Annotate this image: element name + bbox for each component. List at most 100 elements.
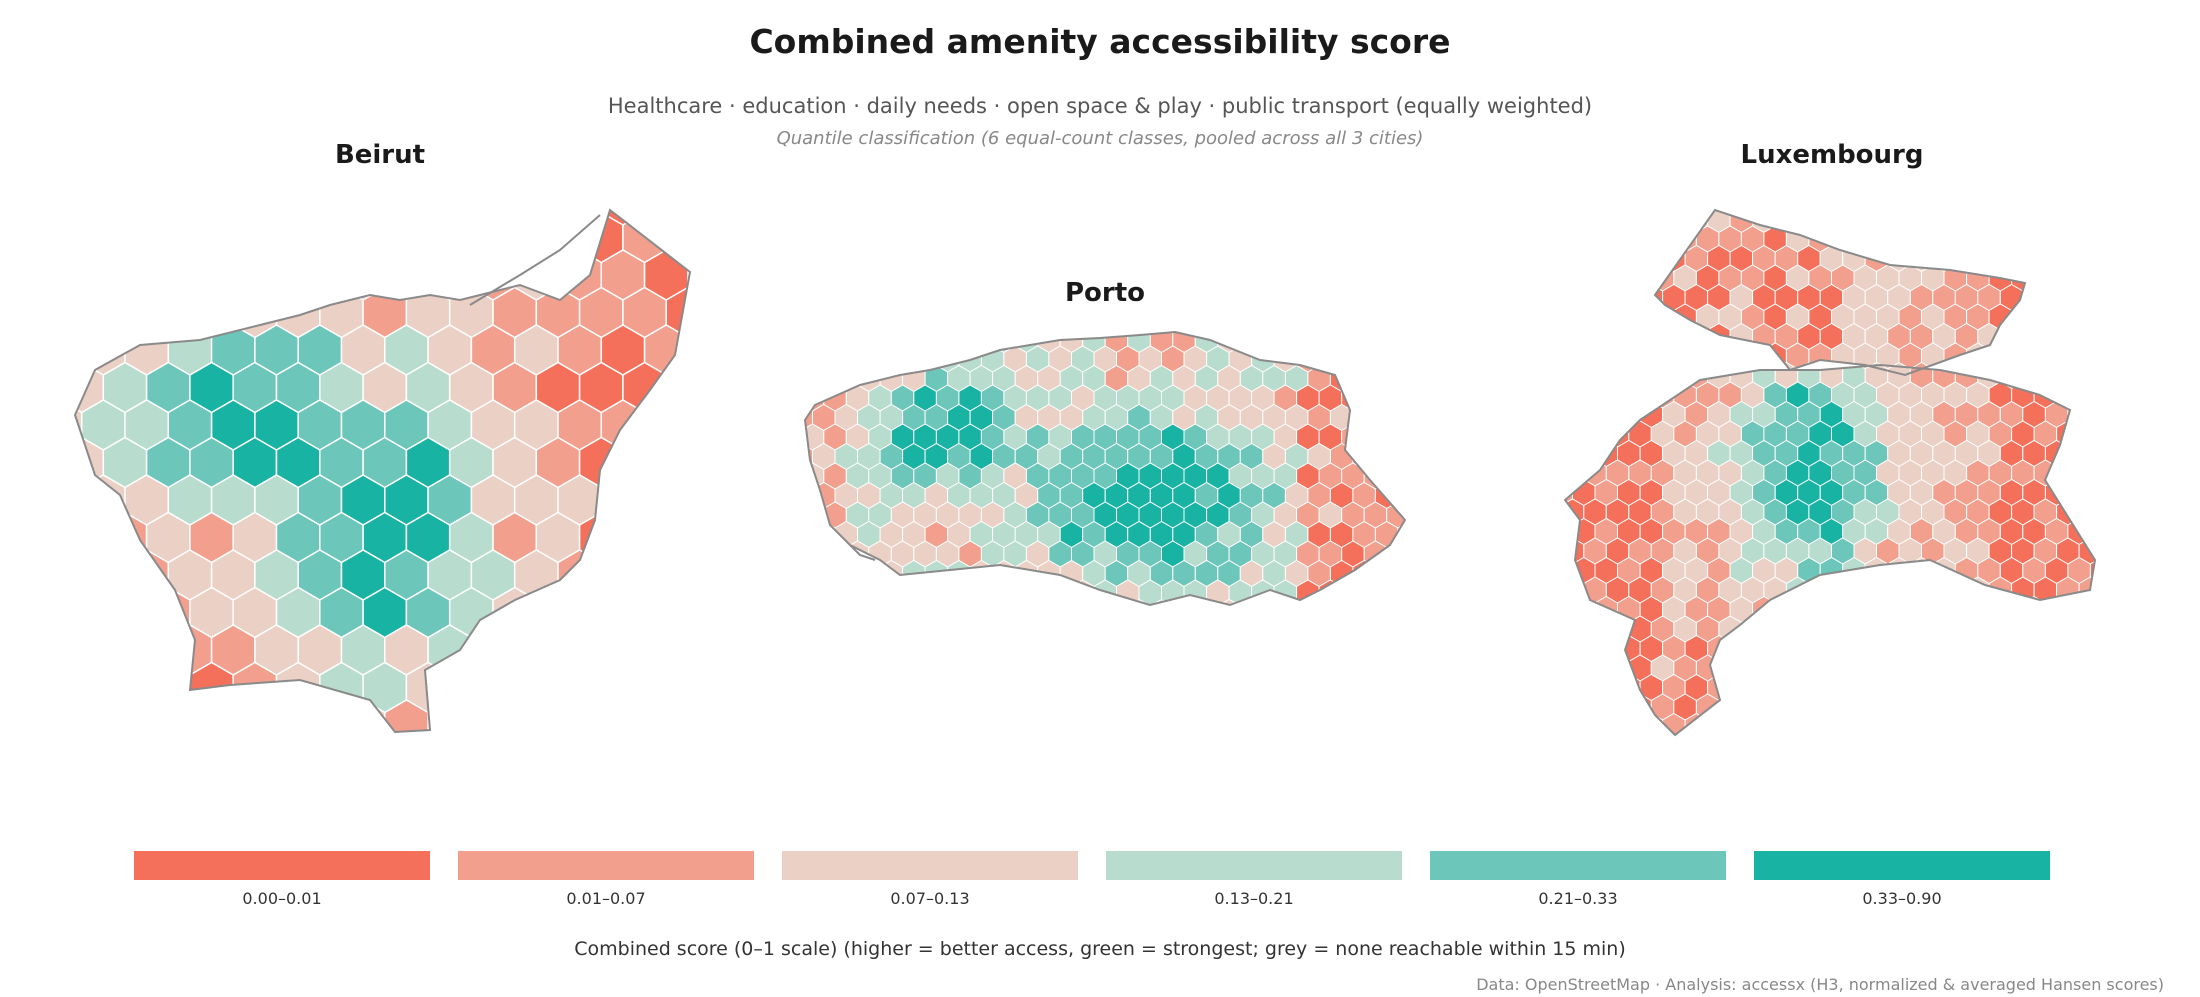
hex-cell bbox=[1797, 712, 1821, 735]
hex-cell bbox=[1565, 712, 1573, 735]
hex-cell bbox=[2078, 264, 2095, 292]
hex-cell bbox=[1565, 210, 1585, 214]
hex-cell bbox=[1808, 732, 1832, 735]
hex-cell bbox=[1583, 615, 1607, 643]
hex-cell bbox=[1539, 460, 1562, 486]
hex-cell bbox=[1853, 576, 1877, 604]
hex-cell bbox=[1740, 210, 1765, 214]
legend-label: 0.13–0.21 bbox=[1214, 889, 1294, 908]
hex-cell bbox=[1999, 712, 2024, 735]
hex-cell bbox=[1763, 615, 1787, 643]
hex-cell bbox=[1650, 732, 1675, 735]
hex-cell bbox=[1898, 654, 1922, 682]
hex-cell bbox=[600, 549, 646, 601]
hex-cell bbox=[643, 699, 689, 732]
hex-cell bbox=[2078, 381, 2095, 409]
hex-cell bbox=[1565, 732, 1585, 735]
hex-cell bbox=[868, 345, 892, 373]
hex-cell bbox=[2056, 264, 2080, 292]
hex-cell bbox=[1572, 439, 1596, 468]
hex-cell bbox=[1943, 654, 1968, 682]
hex-cell bbox=[1565, 634, 1573, 663]
hex-cell bbox=[823, 579, 847, 605]
hex-cell bbox=[879, 332, 904, 354]
hex-cell bbox=[1988, 615, 2013, 643]
hex-cell bbox=[1003, 332, 1027, 334]
hex-cell bbox=[1296, 332, 1320, 334]
hex-cell bbox=[1650, 342, 1675, 370]
hex-cell bbox=[1898, 225, 1922, 253]
hex-cell bbox=[1605, 303, 1630, 331]
hex-cell bbox=[1565, 225, 1585, 253]
hex-cell bbox=[1932, 634, 1956, 663]
hex-cell bbox=[1966, 615, 1990, 643]
hex-cell bbox=[297, 699, 343, 732]
hex-cell bbox=[1565, 244, 1573, 273]
hex-cell bbox=[1763, 210, 1787, 214]
hex-cell bbox=[1605, 654, 1630, 682]
hex-cell bbox=[805, 481, 813, 510]
hex-cell bbox=[1954, 712, 1979, 735]
hex-cell bbox=[600, 699, 646, 732]
hex-cell bbox=[665, 511, 690, 564]
hex-cell bbox=[1977, 244, 2001, 273]
hex-cell bbox=[779, 541, 802, 567]
hex-cell bbox=[2089, 361, 2095, 390]
hex-cell bbox=[1707, 712, 1731, 735]
hex-cell bbox=[2067, 361, 2091, 390]
hex-cell bbox=[75, 586, 105, 639]
hex-cell bbox=[1329, 598, 1354, 605]
hex-cell bbox=[779, 307, 802, 333]
hex-cell bbox=[834, 559, 858, 588]
hex-cell bbox=[1898, 210, 1922, 214]
hex-cell bbox=[1898, 576, 1922, 604]
hex-cell bbox=[75, 249, 83, 301]
hex-cell bbox=[622, 436, 667, 489]
hex-cell bbox=[1966, 732, 1990, 735]
hex-cell bbox=[1172, 598, 1196, 605]
hex-cell bbox=[1565, 342, 1585, 370]
porto-river-mouth bbox=[849, 544, 876, 561]
hex-cell bbox=[2067, 322, 2091, 351]
hex-cell bbox=[1565, 615, 1585, 643]
hex-cell bbox=[578, 586, 624, 639]
hex-cell bbox=[1853, 210, 1877, 214]
legend-class-5: 0.21–0.33 bbox=[1430, 851, 1726, 908]
hex-cell bbox=[1628, 210, 1652, 214]
hex-cell bbox=[600, 474, 646, 526]
hex-cell bbox=[1539, 538, 1562, 564]
hex-cell bbox=[2022, 210, 2046, 234]
hex-cell bbox=[2044, 595, 2069, 624]
hex-cell bbox=[2067, 244, 2091, 273]
hex-cell bbox=[779, 463, 802, 489]
hex-cell bbox=[1617, 210, 1641, 234]
hex-cell bbox=[1650, 210, 1675, 214]
hex-cell bbox=[1943, 615, 1968, 643]
hex-cell bbox=[319, 211, 364, 264]
hex-cell bbox=[210, 210, 256, 226]
hex-cell bbox=[1909, 712, 1934, 735]
legend-swatch bbox=[134, 851, 430, 880]
hex-cell bbox=[1583, 381, 1607, 409]
hex-cell bbox=[1628, 303, 1652, 331]
hex-cell bbox=[1695, 732, 1720, 735]
hex-cell bbox=[1842, 712, 1866, 735]
hex-cell bbox=[557, 699, 603, 732]
hex-cell bbox=[1565, 439, 1573, 468]
hex-cell bbox=[1374, 559, 1399, 588]
hex-cell bbox=[102, 661, 148, 714]
hex-cell bbox=[1932, 712, 1956, 735]
hex-cell bbox=[2089, 322, 2095, 351]
hex-cell bbox=[75, 211, 105, 264]
hex-cell bbox=[1966, 693, 1990, 721]
hex-cell bbox=[805, 345, 825, 373]
hex-cell bbox=[823, 540, 847, 568]
hex-cell bbox=[2011, 210, 2035, 214]
hex-cell bbox=[1954, 595, 1979, 624]
hex-cell bbox=[1921, 576, 1945, 604]
hex-cell bbox=[1763, 693, 1787, 721]
hex-cell bbox=[1876, 576, 1900, 604]
hex-cell bbox=[2089, 283, 2095, 312]
hex-cell bbox=[1539, 694, 1562, 720]
hex-cell bbox=[102, 586, 148, 639]
